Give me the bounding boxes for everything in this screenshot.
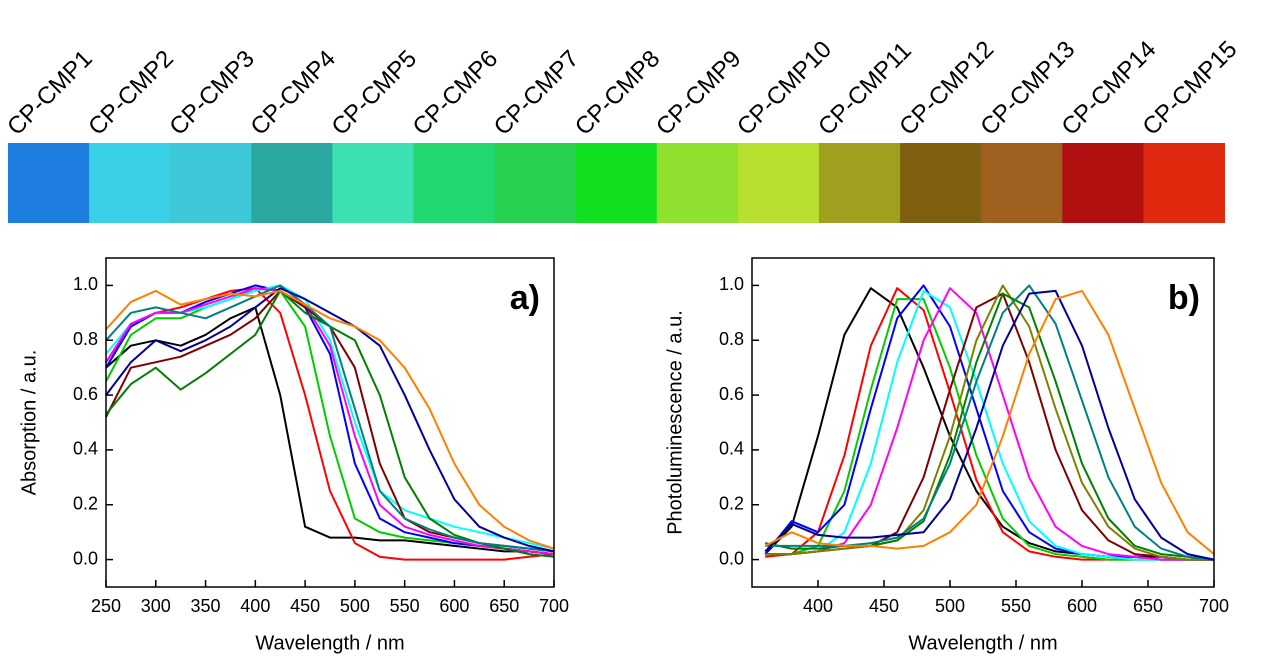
x-tick-label: 550 — [1001, 596, 1031, 616]
y-tick-label: 0.2 — [719, 494, 744, 514]
sample-swatch — [8, 143, 90, 223]
y-tick-label: 1.0 — [73, 274, 98, 294]
series-line — [105, 289, 555, 558]
x-tick-label: 500 — [935, 596, 965, 616]
x-axis-label: Wavelength / nm — [255, 632, 404, 654]
sample-swatch — [170, 143, 252, 223]
y-tick-label: 0.8 — [719, 329, 744, 349]
y-tick-label: 0.4 — [719, 439, 744, 459]
sample-label: CP-CMP7 — [489, 45, 584, 140]
panel-annotation: a) — [510, 279, 540, 317]
x-tick-label: 600 — [439, 596, 469, 616]
x-tick-label: 700 — [539, 596, 569, 616]
sample-swatch — [575, 143, 658, 223]
y-tick-label: 0.0 — [719, 548, 744, 568]
series-line — [765, 298, 1214, 561]
series-line — [765, 284, 1214, 561]
x-tick-label: 250 — [91, 596, 121, 616]
y-tick-label: 0.0 — [73, 548, 98, 568]
sample-swatch — [413, 143, 496, 223]
series-line — [105, 287, 555, 561]
x-tick-label: 500 — [340, 596, 370, 616]
sample-label: CP-CMP6 — [408, 45, 503, 140]
x-tick-label: 400 — [803, 596, 833, 616]
x-tick-label: 650 — [1133, 596, 1163, 616]
x-tick-label: 350 — [191, 596, 221, 616]
y-tick-label: 0.8 — [73, 329, 98, 349]
x-tick-label: 450 — [869, 596, 899, 616]
sample-swatch — [656, 143, 739, 223]
sample-swatch — [332, 143, 414, 223]
x-tick-label: 450 — [290, 596, 320, 616]
sample-swatch — [494, 143, 577, 223]
sample-swatch — [1062, 143, 1144, 223]
x-axis-label: Wavelength / nm — [908, 632, 1057, 654]
x-tick-label: 400 — [240, 596, 270, 616]
sample-swatch — [251, 143, 333, 223]
y-tick-label: 1.0 — [719, 274, 744, 294]
sample-label: CP-CMP8 — [570, 45, 665, 140]
series-line — [764, 289, 1215, 555]
sample-swatch — [900, 143, 982, 223]
sample-swatch — [981, 143, 1063, 223]
x-tick-label: 650 — [489, 596, 519, 616]
series-line — [765, 289, 1214, 561]
y-tick-label: 0.2 — [73, 494, 98, 514]
x-tick-label: 300 — [141, 596, 171, 616]
series-line — [105, 284, 555, 550]
sample-swatch — [89, 143, 171, 223]
sample-label: CP-CMP2 — [83, 45, 178, 140]
series-line — [765, 292, 1214, 561]
series-line — [105, 289, 555, 550]
x-tick-label: 550 — [390, 596, 420, 616]
x-tick-label: 600 — [1067, 596, 1097, 616]
y-axis-label: Photoluminescence / a.u. — [664, 310, 686, 535]
sample-swatch — [737, 143, 820, 223]
sample-label: CP-CMP9 — [651, 45, 746, 140]
series-line — [105, 287, 555, 553]
y-tick-label: 0.6 — [73, 384, 98, 404]
series-line — [764, 292, 1215, 561]
series-line — [764, 289, 1215, 561]
y-tick-label: 0.6 — [719, 384, 744, 404]
sample-swatch — [819, 143, 901, 223]
sample-swatch — [1143, 143, 1225, 223]
y-axis-label: Absorption / a.u. — [18, 350, 40, 496]
x-tick-label: 700 — [1199, 596, 1229, 616]
sample-label: CP-CMP3 — [164, 45, 259, 140]
sample-label: CP-CMP5 — [327, 45, 422, 140]
sample-label: CP-CMP4 — [245, 45, 340, 140]
series-line — [105, 284, 555, 553]
panel-annotation: b) — [1168, 279, 1200, 317]
series-line — [105, 306, 555, 556]
plot-frame — [105, 257, 555, 588]
sample-label: CP-CMP1 — [2, 45, 97, 140]
y-tick-label: 0.4 — [73, 439, 98, 459]
plot-frame — [751, 257, 1215, 588]
